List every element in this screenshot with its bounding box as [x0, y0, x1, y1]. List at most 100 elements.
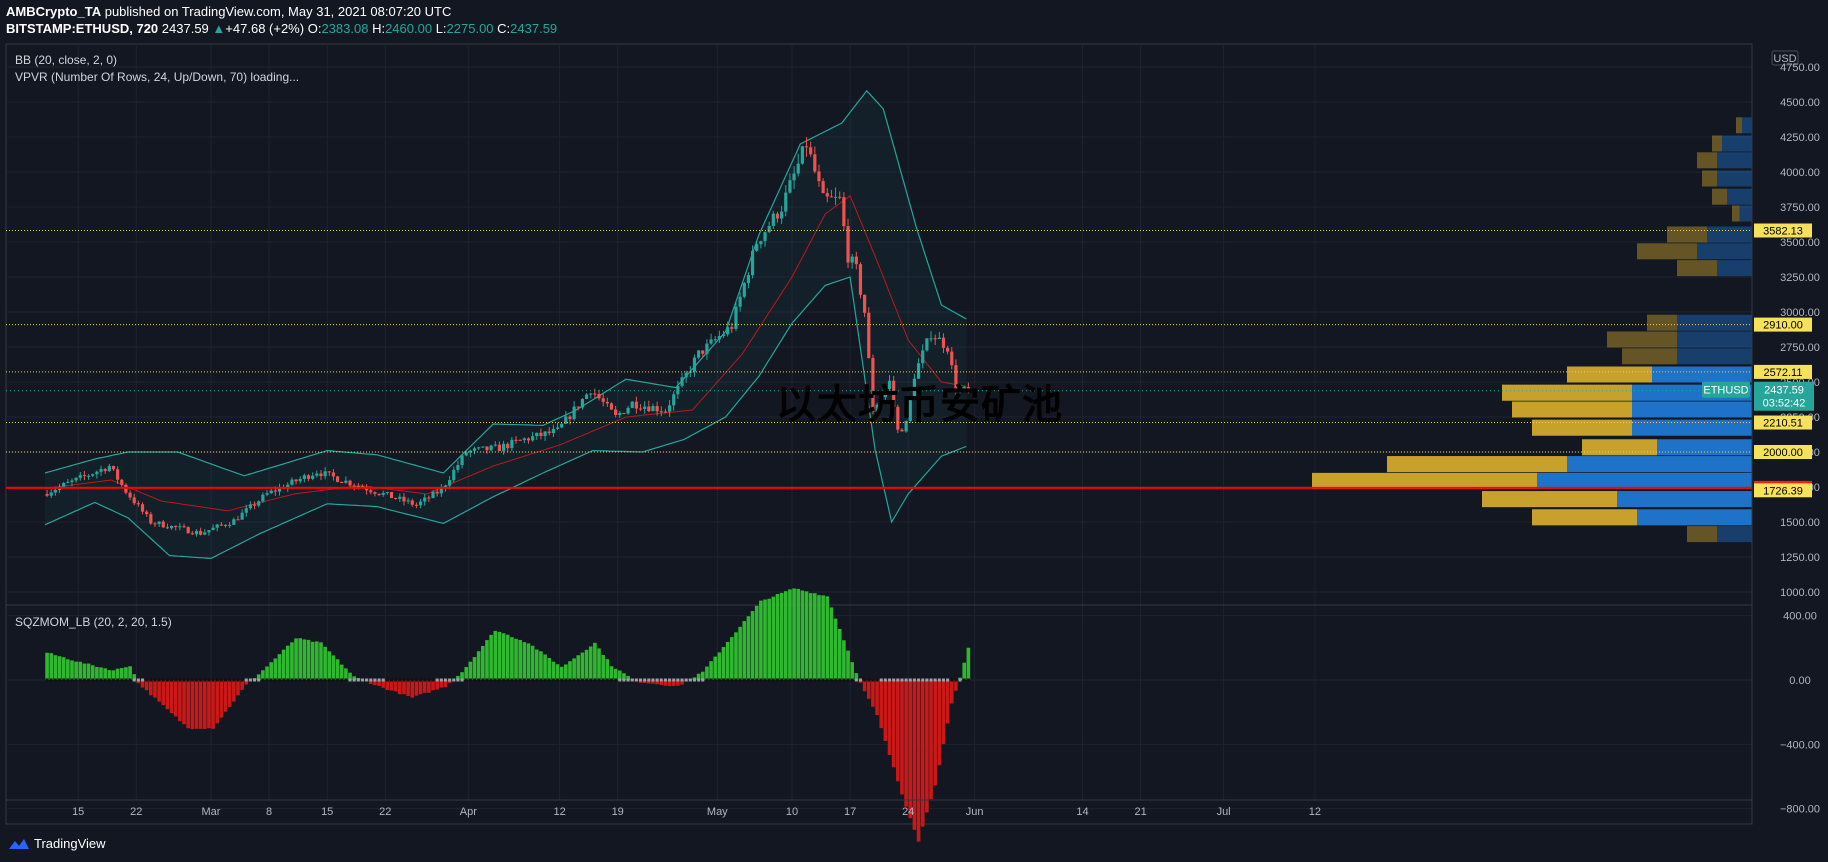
- candle-body[interactable]: [908, 397, 912, 421]
- candle-body[interactable]: [580, 398, 585, 408]
- candle-body[interactable]: [526, 438, 531, 441]
- candle-body[interactable]: [634, 401, 638, 409]
- candle-body[interactable]: [381, 492, 385, 495]
- candle-body[interactable]: [132, 497, 136, 504]
- candle-body[interactable]: [373, 492, 377, 494]
- candle-body[interactable]: [45, 494, 49, 496]
- candle-body[interactable]: [190, 533, 194, 535]
- candle-body[interactable]: [535, 432, 539, 437]
- candle-body[interactable]: [485, 446, 489, 451]
- candle-body[interactable]: [402, 496, 406, 502]
- candle-body[interactable]: [74, 477, 78, 481]
- candle-body[interactable]: [929, 338, 933, 340]
- candle-body[interactable]: [954, 365, 958, 393]
- candle-body[interactable]: [879, 397, 883, 405]
- candle-body[interactable]: [406, 500, 410, 502]
- candle-body[interactable]: [385, 492, 389, 494]
- candle-body[interactable]: [452, 469, 456, 481]
- author-name[interactable]: AMBCrypto_TA: [6, 4, 102, 19]
- candle-body[interactable]: [531, 436, 535, 441]
- candle-body[interactable]: [248, 504, 253, 509]
- candle-body[interactable]: [572, 406, 576, 420]
- candle-body[interactable]: [643, 406, 647, 410]
- candle-body[interactable]: [759, 241, 763, 245]
- candle-body[interactable]: [838, 196, 842, 198]
- candle-body[interactable]: [734, 306, 738, 329]
- candle-body[interactable]: [605, 401, 609, 404]
- candle-body[interactable]: [672, 394, 676, 406]
- candle-body[interactable]: [780, 211, 784, 219]
- candle-body[interactable]: [199, 530, 203, 535]
- candle-body[interactable]: [178, 526, 182, 528]
- candle-body[interactable]: [477, 447, 481, 449]
- candle-body[interactable]: [186, 527, 190, 534]
- candle-body[interactable]: [78, 475, 82, 478]
- candle-body[interactable]: [784, 192, 788, 212]
- candle-body[interactable]: [551, 428, 555, 434]
- candle-body[interactable]: [904, 420, 908, 432]
- candle-body[interactable]: [377, 493, 381, 495]
- candle-body[interactable]: [522, 438, 526, 440]
- candle-body[interactable]: [431, 491, 435, 498]
- candle-body[interactable]: [738, 296, 742, 307]
- candle-body[interactable]: [128, 492, 132, 498]
- candle-body[interactable]: [95, 471, 99, 475]
- candle-body[interactable]: [705, 343, 709, 354]
- candle-body[interactable]: [692, 357, 697, 372]
- candle-body[interactable]: [809, 147, 813, 155]
- candle-body[interactable]: [414, 504, 419, 506]
- candle-body[interactable]: [348, 480, 352, 486]
- candle-body[interactable]: [501, 443, 506, 451]
- candle-body[interactable]: [813, 154, 817, 172]
- sqz-legend[interactable]: SQZMOM_LB (20, 2, 20, 1.5): [15, 615, 172, 629]
- candle-body[interactable]: [771, 213, 775, 226]
- candle-body[interactable]: [817, 171, 821, 182]
- candle-body[interactable]: [290, 479, 294, 485]
- candle-body[interactable]: [91, 474, 95, 476]
- candle-body[interactable]: [182, 526, 186, 528]
- candle-body[interactable]: [352, 485, 356, 487]
- candle-body[interactable]: [825, 193, 829, 197]
- candle-body[interactable]: [265, 493, 269, 495]
- candle-body[interactable]: [800, 146, 804, 164]
- candle-body[interactable]: [344, 480, 348, 483]
- candle-body[interactable]: [887, 380, 892, 389]
- candle-body[interactable]: [680, 377, 684, 386]
- candle-body[interactable]: [555, 427, 560, 429]
- footer-brand[interactable]: TradingView: [8, 836, 106, 851]
- candle-body[interactable]: [576, 406, 580, 408]
- candle-body[interactable]: [568, 416, 572, 420]
- candle-body[interactable]: [464, 452, 468, 456]
- candle-body[interactable]: [946, 347, 950, 352]
- candle-body[interactable]: [667, 405, 672, 412]
- candle-body[interactable]: [622, 413, 626, 415]
- candle-body[interactable]: [219, 524, 223, 526]
- candle-body[interactable]: [261, 494, 265, 502]
- candle-body[interactable]: [311, 475, 315, 479]
- candle-body[interactable]: [66, 482, 70, 484]
- candle-body[interactable]: [481, 446, 485, 448]
- candle-body[interactable]: [775, 213, 780, 219]
- candle-body[interactable]: [966, 386, 970, 391]
- candle-body[interactable]: [900, 429, 904, 432]
- candle-body[interactable]: [228, 524, 232, 526]
- candle-body[interactable]: [564, 416, 568, 424]
- candle-body[interactable]: [767, 225, 771, 233]
- candle-body[interactable]: [746, 275, 751, 284]
- candle-body[interactable]: [755, 244, 759, 251]
- candle-body[interactable]: [340, 481, 344, 483]
- candle-body[interactable]: [294, 479, 298, 482]
- candle-body[interactable]: [950, 351, 954, 366]
- candle-body[interactable]: [892, 380, 896, 407]
- candle-body[interactable]: [331, 472, 336, 477]
- bb-legend[interactable]: BB (20, close, 2, 0): [15, 53, 117, 67]
- candle-body[interactable]: [638, 408, 643, 410]
- candle-body[interactable]: [518, 439, 522, 441]
- candle-body[interactable]: [472, 448, 477, 451]
- candle-body[interactable]: [833, 196, 838, 198]
- candle-body[interactable]: [717, 336, 721, 340]
- candle-body[interactable]: [506, 443, 510, 449]
- candle-body[interactable]: [236, 519, 240, 521]
- candle-body[interactable]: [240, 512, 244, 520]
- candle-body[interactable]: [742, 283, 746, 297]
